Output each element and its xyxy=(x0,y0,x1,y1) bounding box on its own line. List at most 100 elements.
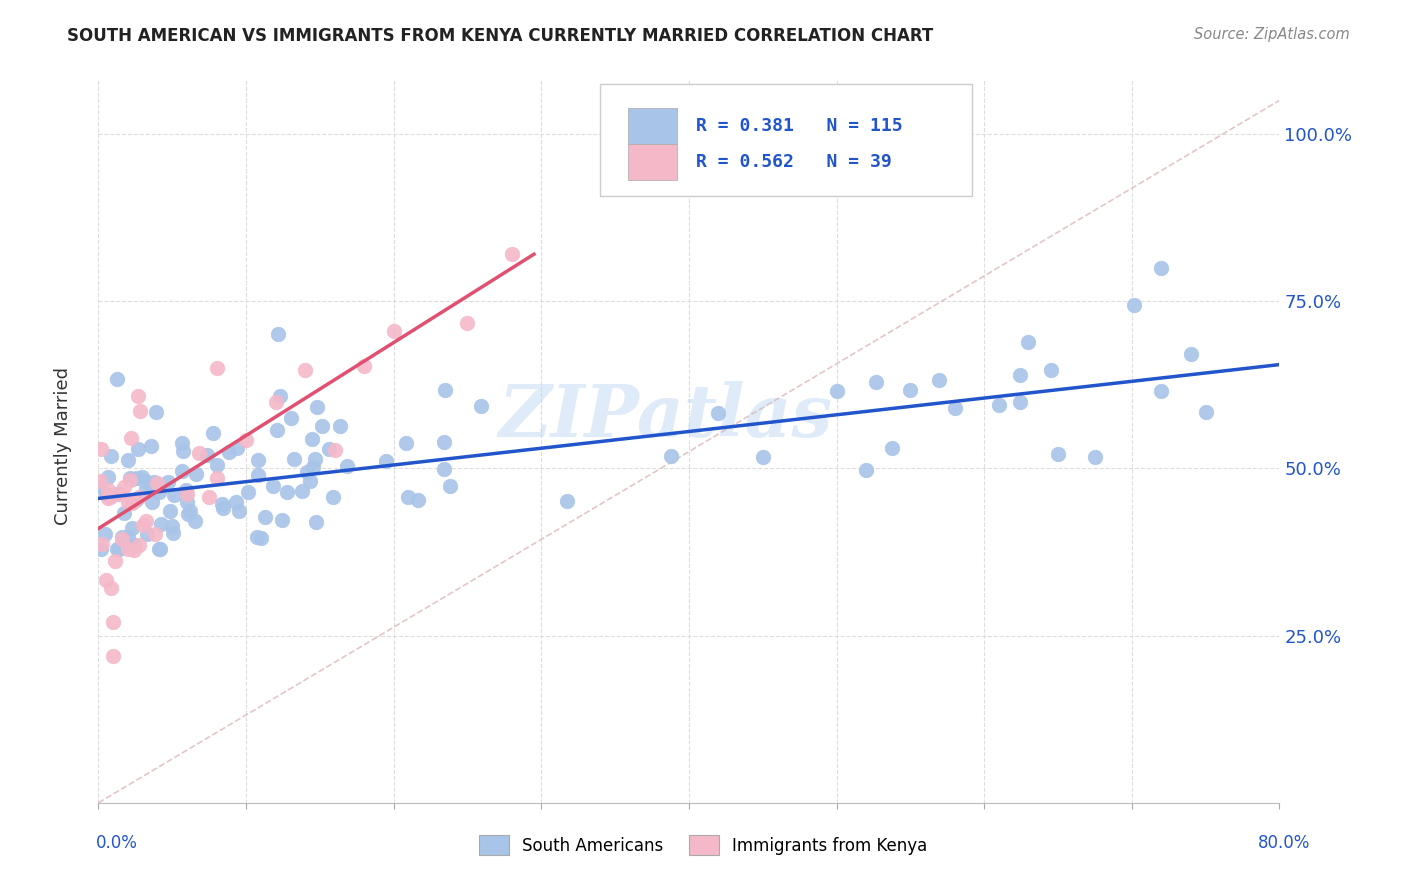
Point xyxy=(1010,395,1032,409)
Point xyxy=(408,493,430,508)
Point xyxy=(163,488,186,502)
Point xyxy=(136,475,159,489)
Point xyxy=(439,478,461,492)
Point xyxy=(90,541,112,556)
Point xyxy=(156,475,179,489)
Point xyxy=(195,448,218,462)
Point xyxy=(97,483,120,497)
Text: R = 0.562   N = 39: R = 0.562 N = 39 xyxy=(696,153,891,171)
Point xyxy=(118,471,141,485)
Point xyxy=(266,423,288,437)
Point xyxy=(280,410,302,425)
Point xyxy=(555,493,578,508)
Point xyxy=(135,482,157,496)
Point xyxy=(382,324,405,338)
Point xyxy=(104,554,127,568)
Point xyxy=(91,537,114,551)
Point xyxy=(127,389,149,403)
Point xyxy=(145,480,167,494)
Point xyxy=(143,475,166,489)
Point xyxy=(329,418,352,433)
Point xyxy=(235,433,257,447)
Point xyxy=(122,538,145,552)
Point xyxy=(94,573,117,587)
Point xyxy=(202,426,225,441)
Point xyxy=(1010,368,1032,383)
Point xyxy=(112,480,135,494)
Point xyxy=(752,450,775,464)
Point xyxy=(1046,448,1070,462)
Point xyxy=(262,478,284,492)
Point xyxy=(150,516,173,531)
Point xyxy=(122,543,145,558)
Point xyxy=(122,493,145,508)
Point xyxy=(254,510,277,524)
Point xyxy=(434,384,457,398)
Point xyxy=(1150,384,1173,399)
Point xyxy=(117,541,139,556)
Legend: South Americans, Immigrants from Kenya: South Americans, Immigrants from Kenya xyxy=(472,829,934,862)
Point xyxy=(89,478,111,492)
Point xyxy=(301,432,323,446)
Point xyxy=(97,469,120,483)
Point xyxy=(145,405,167,419)
Point xyxy=(246,530,269,544)
Point xyxy=(100,450,122,464)
Point xyxy=(112,506,135,520)
Point xyxy=(98,490,121,504)
Point xyxy=(148,541,170,556)
Point xyxy=(283,452,305,467)
Text: R = 0.381   N = 115: R = 0.381 N = 115 xyxy=(696,117,903,135)
Point xyxy=(269,389,291,403)
Point xyxy=(353,359,375,374)
Text: ZIPatlas: ZIPatlas xyxy=(498,381,832,451)
Point xyxy=(176,495,198,509)
FancyBboxPatch shape xyxy=(627,145,678,179)
Point xyxy=(149,541,172,556)
Point xyxy=(943,401,966,416)
Point xyxy=(322,491,344,505)
Point xyxy=(276,484,298,499)
Point xyxy=(108,541,131,556)
Point xyxy=(336,459,359,474)
Point xyxy=(105,372,128,386)
Point xyxy=(121,496,143,510)
Point xyxy=(184,467,207,482)
Point xyxy=(375,454,398,468)
Point xyxy=(177,507,200,521)
Text: 80.0%: 80.0% xyxy=(1258,834,1310,852)
Point xyxy=(900,383,922,397)
Point xyxy=(470,399,492,413)
Point xyxy=(307,400,329,414)
Point xyxy=(105,541,128,556)
Text: Currently Married: Currently Married xyxy=(55,367,72,525)
Point xyxy=(304,451,326,466)
Point xyxy=(121,472,143,486)
Point xyxy=(120,431,142,445)
Point xyxy=(1180,347,1202,361)
Point xyxy=(226,441,249,455)
FancyBboxPatch shape xyxy=(600,84,973,196)
Point xyxy=(103,615,125,630)
Point xyxy=(159,504,181,518)
Point xyxy=(205,471,228,485)
Point xyxy=(174,483,197,497)
Point xyxy=(270,513,292,527)
Text: 0.0%: 0.0% xyxy=(96,834,138,852)
Point xyxy=(100,581,122,595)
Point xyxy=(659,449,682,463)
Point xyxy=(179,503,201,517)
Point xyxy=(298,474,321,488)
Point xyxy=(111,532,134,546)
Point xyxy=(398,490,420,504)
Point xyxy=(1122,298,1144,312)
Text: Source: ZipAtlas.com: Source: ZipAtlas.com xyxy=(1194,27,1350,42)
Point xyxy=(707,407,730,421)
Point xyxy=(90,442,112,456)
Point xyxy=(246,467,269,482)
Point xyxy=(148,485,170,500)
Point xyxy=(118,473,141,487)
Point xyxy=(176,487,198,501)
Point xyxy=(170,464,193,478)
Point xyxy=(162,525,184,540)
